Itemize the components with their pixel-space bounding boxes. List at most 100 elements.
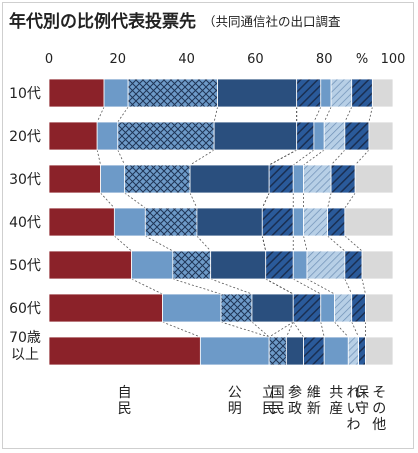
bar-segment [358,336,366,366]
bar-connector [96,106,105,123]
x-tick-label: % [356,52,368,67]
bar-connector [334,321,349,338]
bar-segment [100,164,126,194]
bar-segment [292,207,304,237]
series-label: 共産 [329,385,343,417]
bar-connector [220,321,270,338]
bar-segment [48,336,201,366]
bar-segment [189,164,270,194]
bar-segment [327,207,346,237]
bar-connector [189,149,215,166]
bar-segment [320,78,332,108]
bar-segment [172,250,212,280]
bar-segment [323,121,346,151]
bar-segment [217,78,298,108]
bar-connector [344,278,353,295]
bar-connector [306,278,335,295]
x-tick-label: 40 [178,52,195,67]
bar-connector [354,149,370,166]
bar-segment [368,121,394,151]
bar-segment [292,293,322,323]
bar-connector [117,106,129,123]
bar-connector [210,278,253,295]
bar-segment [265,250,294,280]
bar-segment [48,78,105,108]
bar-connector [320,321,325,338]
bar-segment [285,336,304,366]
category-labels: 10代 20代 30代 40代 50代 60代 70歳以上 [9,86,41,363]
chart-subtitle: （共同通信社の出口調査 [203,14,341,29]
bar-connector [172,278,222,295]
bar-segment [303,207,329,237]
bar-connector [330,149,346,166]
bar-segment [220,293,253,323]
bar-connector [303,235,308,252]
bar-connector [293,149,315,166]
bar-segment [48,250,132,280]
bar-segment [296,78,322,108]
bar-connector [131,278,163,295]
bar-connector [261,192,270,209]
bar-segment [354,164,394,194]
bar-connector [261,235,267,252]
x-tick-label: 60 [247,52,264,67]
x-tick-label: 100 [381,52,406,67]
series-label: その他 [372,385,386,433]
bar-segment [347,336,359,366]
bar-segment [162,293,222,323]
category-label: 70歳以上 [9,330,41,363]
bar-segment [131,250,174,280]
bar-connector [251,321,270,338]
bar-segment [127,78,218,108]
bar-segment [344,121,370,151]
bar-segment [351,293,366,323]
series-label: 公明 [228,385,242,417]
x-axis-ticks: 0 20 40 60 80% 100 [45,52,406,67]
x-tick-label: 20 [110,52,127,67]
bar-connector [268,149,297,166]
category-label: 30代 [9,172,41,188]
bar-connector [303,149,325,166]
bar-connector [189,192,198,209]
bar-segment [268,336,287,366]
bar-segment [48,164,101,194]
series-label: 保守 [355,385,369,417]
bar-connector [268,321,294,338]
bar-segment [261,207,294,237]
bar-connector [162,321,201,338]
bar-connector [344,192,356,209]
bars [48,78,394,366]
bar-segment [361,250,394,280]
bar-segment [303,164,332,194]
bar-connector [292,321,304,338]
bar-segment [268,164,294,194]
bar-connector [344,235,363,252]
bar-segment [48,207,115,237]
bar-connector [100,192,115,209]
chart: 年代別の比例代表投票先 （共同通信社の出口調査 0 20 40 60 80% 100 10… [9,11,406,433]
bar-connector [327,235,346,252]
bar-connector [265,278,294,295]
bar-segment [144,207,198,237]
bar-connector [124,192,146,209]
bar-connector [293,278,321,295]
bar-segment [330,78,353,108]
x-tick-label: 80 [316,52,333,67]
bar-segment [323,336,349,366]
bar-segment [330,164,356,194]
category-label: 40代 [9,215,41,231]
bar-segment [48,293,163,323]
category-label: 20代 [9,129,41,145]
bar-connector [351,321,359,338]
bar-connector [344,106,353,123]
bar-segment [213,121,298,151]
bar-segment [365,293,394,323]
bar-segment [251,293,294,323]
bar-connector [117,149,126,166]
bar-segment [320,293,335,323]
bar-connector [213,106,218,123]
bar-segment [371,78,394,108]
bar-connector [313,106,322,123]
bar-connector [323,106,332,123]
